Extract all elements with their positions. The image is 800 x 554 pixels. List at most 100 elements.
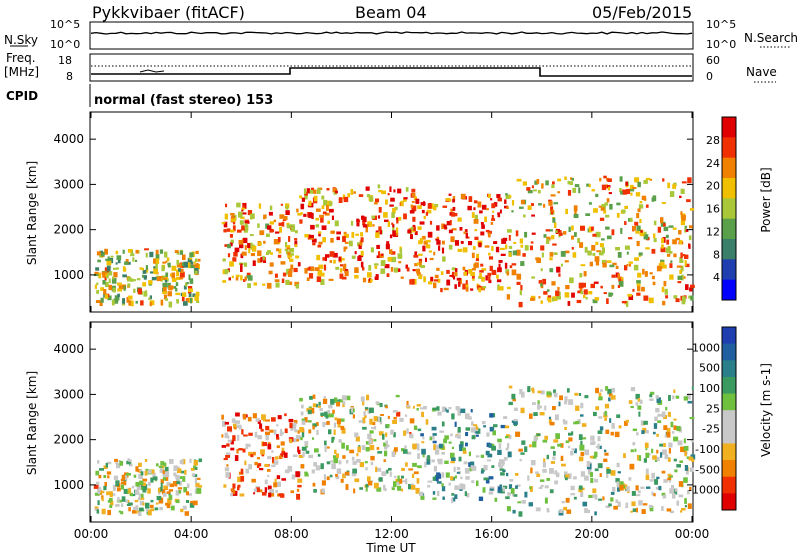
data-cell <box>672 239 677 245</box>
data-cell <box>563 420 568 425</box>
data-cell <box>385 432 388 437</box>
data-cell <box>316 254 321 261</box>
data-cell <box>422 437 425 440</box>
data-cell <box>471 252 475 259</box>
data-cell <box>367 272 372 278</box>
data-cell <box>594 511 597 516</box>
data-cell <box>480 263 484 267</box>
data-cell <box>288 268 293 273</box>
data-cell <box>122 298 125 304</box>
data-cell <box>384 488 387 492</box>
data-cell <box>645 247 650 250</box>
data-cell <box>471 465 477 471</box>
data-cell <box>605 386 609 391</box>
data-cell <box>567 180 571 185</box>
data-cell <box>325 254 330 258</box>
data-cell <box>618 281 624 287</box>
data-cell <box>351 456 355 461</box>
data-cell <box>440 271 444 276</box>
data-cell <box>645 177 651 181</box>
data-cell <box>408 468 414 471</box>
data-cell <box>649 505 654 512</box>
data-cell <box>225 455 230 458</box>
data-cell <box>499 468 505 471</box>
data-cell <box>684 225 688 229</box>
data-cell <box>486 442 491 448</box>
data-cell <box>106 492 109 495</box>
data-cell <box>412 405 415 409</box>
data-cell <box>645 429 649 434</box>
data-cell <box>630 405 634 409</box>
data-cell <box>488 476 494 480</box>
data-cell <box>260 428 264 432</box>
data-cell <box>512 398 516 402</box>
data-cell <box>661 411 666 418</box>
data-cell <box>619 484 624 491</box>
data-cell <box>524 491 528 498</box>
data-cell <box>141 267 144 271</box>
data-cell <box>139 500 144 506</box>
data-cell <box>614 431 620 438</box>
data-cell <box>640 486 645 489</box>
data-cell <box>292 454 298 457</box>
data-cell <box>341 276 347 280</box>
data-cell <box>305 450 310 454</box>
data-cell <box>412 443 417 449</box>
data-cell <box>341 428 346 434</box>
data-cell <box>681 274 684 281</box>
data-cell <box>378 431 384 436</box>
data-cell <box>636 454 640 461</box>
data-cell <box>657 226 662 233</box>
data-cell <box>399 417 404 422</box>
data-cell <box>451 498 454 504</box>
data-cell <box>504 205 508 209</box>
data-cell <box>181 458 184 465</box>
data-cell <box>427 455 430 461</box>
data-cell <box>375 466 378 473</box>
data-cell <box>95 300 101 303</box>
data-cell <box>177 466 180 470</box>
data-cell <box>244 460 247 466</box>
data-cell <box>617 471 621 474</box>
data-cell <box>355 458 361 463</box>
data-cell <box>386 444 390 448</box>
data-cell <box>237 229 242 233</box>
data-cell <box>413 226 416 231</box>
data-cell <box>546 454 549 460</box>
data-cell <box>190 468 195 471</box>
power-colorbar-label: Power [dB] <box>759 167 773 232</box>
data-cell <box>99 300 103 306</box>
data-cell <box>308 454 314 459</box>
data-cell <box>571 247 574 250</box>
data-cell <box>318 264 324 269</box>
data-cell <box>682 254 686 257</box>
data-cell <box>252 260 256 266</box>
data-cell <box>553 252 558 255</box>
data-cell <box>592 233 597 237</box>
data-cell <box>168 285 173 291</box>
data-cell <box>496 194 501 198</box>
data-cell <box>308 273 314 279</box>
data-cell <box>181 295 185 302</box>
data-cell <box>224 421 229 425</box>
data-cell <box>597 430 603 434</box>
data-cell <box>277 254 282 258</box>
data-cell <box>606 198 610 203</box>
data-cell <box>252 413 257 419</box>
data-cell <box>546 508 550 512</box>
data-cell <box>322 422 327 425</box>
data-cell <box>140 486 144 491</box>
data-cell <box>257 223 260 228</box>
data-cell <box>290 253 294 256</box>
data-cell <box>630 192 633 196</box>
data-cell <box>623 484 628 490</box>
data-cell <box>145 265 148 270</box>
data-cell <box>456 277 461 281</box>
data-cell <box>384 446 388 450</box>
data-cell <box>674 488 678 492</box>
data-cell <box>625 419 629 423</box>
data-cell <box>664 454 669 460</box>
data-cell <box>118 510 121 513</box>
data-cell <box>372 224 375 227</box>
data-cell <box>173 481 177 484</box>
